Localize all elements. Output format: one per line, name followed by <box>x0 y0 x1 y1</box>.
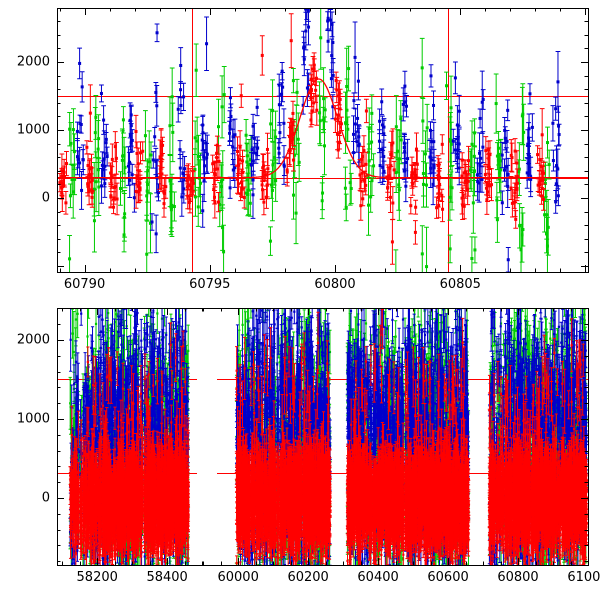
chart-canvas <box>0 0 600 600</box>
light-curve-figure: 60790 60795 60800 60805 0 1000 2000 58200 58400 6… <box>0 0 600 600</box>
